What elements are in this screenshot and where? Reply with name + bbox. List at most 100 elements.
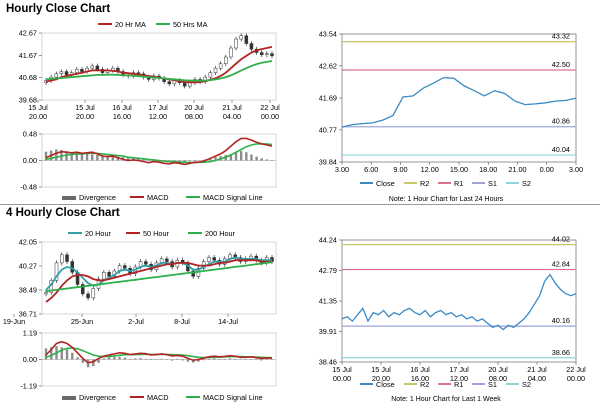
candle-body — [270, 53, 274, 57]
legend-signal-label: MACD Signal Line — [203, 193, 263, 202]
x-tick-label: 18.00 — [479, 165, 497, 174]
y-tick-label: 41.67 — [19, 51, 37, 60]
divergence-bar — [92, 359, 95, 367]
x-tick-label: 9.00 — [393, 165, 407, 174]
candle-body — [224, 56, 228, 64]
legend-1-swatch — [156, 23, 170, 25]
x-tick-label: 15.00 — [450, 165, 468, 174]
candle-body — [207, 257, 211, 262]
y-tick-label: -0.48 — [20, 183, 37, 192]
divergence-bar — [137, 158, 140, 161]
legend-macd-swatch — [130, 396, 144, 398]
h4-line-chart: 44.24 42.79 41.35 39.91 38.46 44.02 42.84 40.16… — [319, 235, 586, 403]
divergence-bar — [116, 156, 120, 161]
legend-divergence-label: Divergence — [79, 393, 116, 402]
candle-body — [44, 292, 48, 295]
divergence-bar — [239, 151, 243, 161]
y-tick-label: 0.00 — [23, 156, 37, 165]
divergence-bar — [75, 152, 79, 161]
y-tick-label: 38.49 — [19, 286, 37, 295]
divergence-bar — [147, 159, 150, 161]
chart-note: Note: 1 Hour Chart for Last 24 Hours — [389, 196, 504, 203]
legend-macd-swatch — [130, 196, 144, 198]
y-tick-label: 40.27 — [19, 262, 37, 271]
candle-body — [59, 71, 64, 75]
level-label-R2: 44.02 — [552, 235, 570, 244]
divergence-bar — [265, 359, 268, 360]
x-tick-label: 00.00 — [261, 112, 279, 121]
x-tick-label: 21 Jul — [222, 103, 242, 112]
h4-macd-panel: 1.19 0.00 -1.19 Divergence MACD MACD Signal L… — [0, 325, 290, 413]
legend-r1-label: R1 — [454, 179, 463, 188]
divergence-bar — [186, 359, 190, 362]
candle-body — [75, 69, 79, 73]
divergence-bar — [55, 149, 58, 161]
candle-body — [165, 258, 169, 262]
y-tick-label: 39.84 — [319, 158, 337, 167]
divergence-bar — [207, 358, 211, 360]
candle-body — [218, 63, 223, 69]
level-label-S1: 40.86 — [552, 117, 570, 126]
divergence-bar — [96, 154, 99, 161]
candle-body — [208, 72, 213, 78]
divergence-bar — [188, 160, 192, 162]
legend-macd-label: MACD — [147, 193, 169, 202]
divergence-bar — [265, 159, 269, 161]
candle-body — [54, 73, 59, 78]
y-tick-label: 42.05 — [19, 238, 37, 247]
legend-2-label: 200 Hour — [205, 229, 236, 238]
legend-r1-label: R1 — [454, 380, 463, 389]
level-label-S2: 38.66 — [552, 348, 570, 357]
divergence-bar — [65, 349, 69, 360]
legend-s2-label: S2 — [522, 179, 531, 188]
x-tick-label: 15 Jul — [75, 103, 95, 112]
level-label-R1: 42.50 — [552, 60, 570, 69]
divergence-bar — [60, 347, 63, 360]
legend-divergence-swatch — [62, 396, 76, 400]
divergence-bar — [113, 356, 116, 360]
x-tick-label: 08.00 — [489, 374, 507, 383]
divergence-bar — [160, 358, 163, 360]
candle-body — [167, 81, 172, 85]
divergence-bar — [197, 359, 200, 362]
x-tick-label: 16.00 — [113, 112, 131, 121]
legend-signal-swatch — [186, 396, 200, 398]
divergence-bar — [70, 152, 73, 161]
y-tick-label: 1.19 — [23, 329, 37, 338]
divergence-bar — [118, 356, 121, 360]
legend-0-label: 20 Hr MA — [115, 20, 146, 29]
divergence-bar — [191, 359, 195, 363]
legend-1-label: 50 Hrs MA — [173, 20, 208, 29]
divergence-bar — [170, 359, 174, 361]
legend-close-label: Close — [376, 380, 395, 389]
hourly-line-chart: 43.54 42.62 41.69 40.77 39.84 43.32 42.50 40.86… — [319, 30, 583, 204]
plot-frame — [41, 241, 277, 315]
x-tick-label: 3.00 — [335, 165, 349, 174]
candle-body — [65, 254, 69, 262]
x-tick-label: 21 Jul — [527, 365, 547, 374]
y-tick-label: 42.67 — [19, 29, 37, 38]
y-tick-label: 40.77 — [319, 125, 337, 134]
divergence-bar — [255, 156, 258, 161]
candle-body — [70, 261, 75, 273]
candle-body — [265, 53, 269, 55]
legend-r2-swatch — [404, 182, 417, 184]
chart-note: Note: 1 Hour Chart for Last 1 Week — [391, 396, 501, 403]
divergence-bar — [250, 154, 253, 161]
section-title-4-hourly: 4 Hourly Close Chart — [6, 207, 120, 219]
x-tick-label: 16 Jul — [410, 365, 430, 374]
hourly-line-panel: 43.54 42.62 41.69 40.77 39.84 43.32 42.50 40.86… — [300, 22, 600, 204]
candle-body — [90, 65, 94, 69]
candle-body — [95, 65, 100, 70]
divergence-bar — [111, 156, 114, 161]
ma-line-ma20 — [45, 256, 272, 291]
divergence-bar — [80, 153, 84, 161]
divergence-bar — [101, 155, 104, 161]
legend-close-swatch — [360, 383, 373, 385]
divergence-bar — [212, 358, 216, 360]
divergence-bar — [183, 160, 186, 163]
legend-s2-swatch — [506, 182, 519, 184]
y-tick-label: 40.68 — [19, 73, 37, 82]
y-tick-label: 36.71 — [19, 310, 37, 319]
divergence-bar — [107, 357, 111, 360]
